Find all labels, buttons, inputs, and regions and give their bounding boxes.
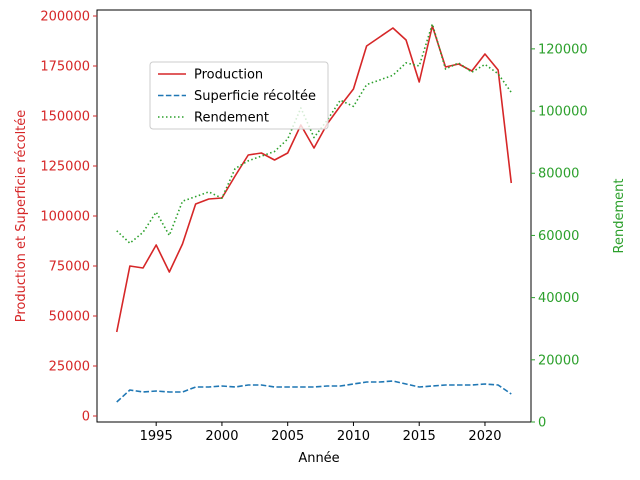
legend-label: Production (194, 68, 263, 83)
y-left-tick-label: 0 (82, 410, 90, 425)
x-tick-label: 2000 (205, 429, 238, 444)
y-right-tick-label: 40000 (538, 291, 579, 306)
y-right-tick-label: 80000 (538, 167, 579, 182)
x-tick-label: 2020 (468, 429, 501, 444)
y-left-tick-label: 150000 (40, 110, 90, 125)
y-right-tick-label: 120000 (538, 42, 588, 57)
legend-frame (149, 61, 329, 130)
y-left-tick-label: 75000 (49, 260, 90, 275)
y-axis-left-title: Production et Superficie récoltée (14, 110, 29, 323)
y-left-tick-label: 175000 (40, 60, 90, 75)
x-axis: 1995 2000 2005 2010 2015 2020 (140, 422, 502, 444)
y-right-tick-label: 20000 (538, 353, 579, 368)
y-axis-right: 0 20000 40000 60000 80000 100000 120000 (531, 42, 588, 431)
y-right-tick-label: 60000 (538, 229, 579, 244)
y-left-tick-label: 25000 (49, 360, 90, 375)
series-line (116, 380, 512, 403)
x-tick-label: 2005 (271, 429, 304, 444)
y-left-tick-label: 100000 (40, 210, 90, 225)
x-tick-label: 2015 (403, 429, 436, 444)
legend-label: Rendement (194, 111, 269, 126)
x-tick-label: 2010 (337, 429, 370, 444)
legend: Production Superficie récoltée Rendement (149, 61, 329, 130)
legend-label: Superficie récoltée (194, 89, 316, 104)
y-right-tick-label: 0 (538, 416, 546, 431)
y-axis-left: 0 25000 50000 75000 100000 125000 150000 175000… (40, 10, 97, 425)
y-left-tick-label: 125000 (40, 160, 90, 175)
series-line (115, 25, 513, 333)
y-left-tick-label: 200000 (40, 10, 90, 25)
x-axis-title: Année (298, 451, 339, 466)
x-tick-label: 1995 (140, 429, 173, 444)
y-left-tick-label: 50000 (49, 310, 90, 325)
y-axis-right-title: Rendement (612, 179, 627, 254)
series-line (116, 23, 512, 245)
y-right-tick-label: 100000 (538, 105, 588, 120)
series-layer (115, 23, 513, 403)
